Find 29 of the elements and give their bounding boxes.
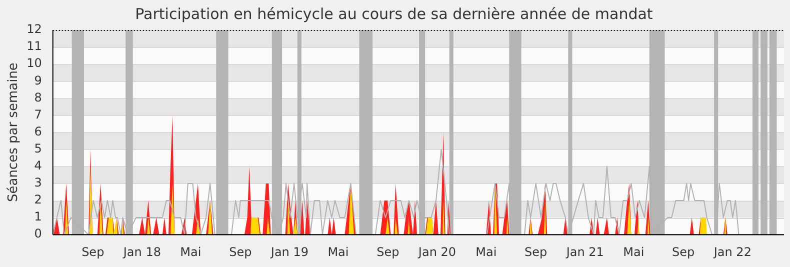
x-tick-label: Sep xyxy=(376,244,400,259)
y-tick-label: 4 xyxy=(34,158,42,173)
x-tick-label: Sep xyxy=(82,244,104,259)
x-tick-label: Jan 20 xyxy=(417,244,456,259)
y-tick-label: 1 xyxy=(34,210,42,224)
y-axis-title: Séances par semaine xyxy=(6,62,22,202)
y-tick-label: 5 xyxy=(34,141,42,156)
x-tick-label: Jan 22 xyxy=(712,244,752,259)
y-tick-label: 6 xyxy=(34,124,42,138)
x-tick-label: Sep xyxy=(229,244,252,259)
y-tick-label: 12 xyxy=(26,22,42,36)
y-tick-label: 2 xyxy=(34,192,42,207)
x-tick-label: Jan 19 xyxy=(270,244,309,259)
x-tick-label: Mai xyxy=(476,244,497,259)
y-tick-label: 3 xyxy=(34,176,42,190)
x-tick-label: Sep xyxy=(524,244,548,259)
y-tick-label: 8 xyxy=(34,90,42,104)
y-tick-label: 9 xyxy=(34,73,42,88)
x-tick-label: Mai xyxy=(180,244,202,259)
x-tick-label: Sep xyxy=(672,244,695,259)
x-tick-label: Mai xyxy=(623,244,644,259)
y-tick-label: 10 xyxy=(26,56,42,70)
chart-title: Participation en hémicycle au cours de sa dernière année de mandat xyxy=(135,4,653,23)
y-tick-label: 11 xyxy=(26,39,42,54)
x-tick-label: Jan 21 xyxy=(565,244,604,259)
y-tick-label: 0 xyxy=(34,226,42,241)
x-tick-label: Jan 18 xyxy=(122,244,161,259)
y-tick-label: 7 xyxy=(34,107,42,122)
x-tick-label: Mai xyxy=(328,244,349,259)
